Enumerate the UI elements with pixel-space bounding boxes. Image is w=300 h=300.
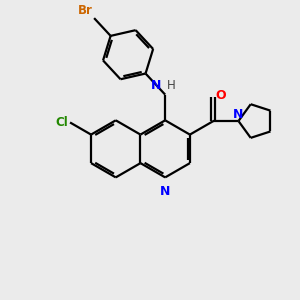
Text: Cl: Cl	[55, 116, 68, 129]
Text: Br: Br	[78, 4, 93, 17]
Text: N: N	[233, 108, 244, 121]
Text: N: N	[151, 79, 161, 92]
Text: H: H	[167, 79, 176, 92]
Text: N: N	[160, 185, 170, 198]
Text: O: O	[215, 89, 226, 102]
